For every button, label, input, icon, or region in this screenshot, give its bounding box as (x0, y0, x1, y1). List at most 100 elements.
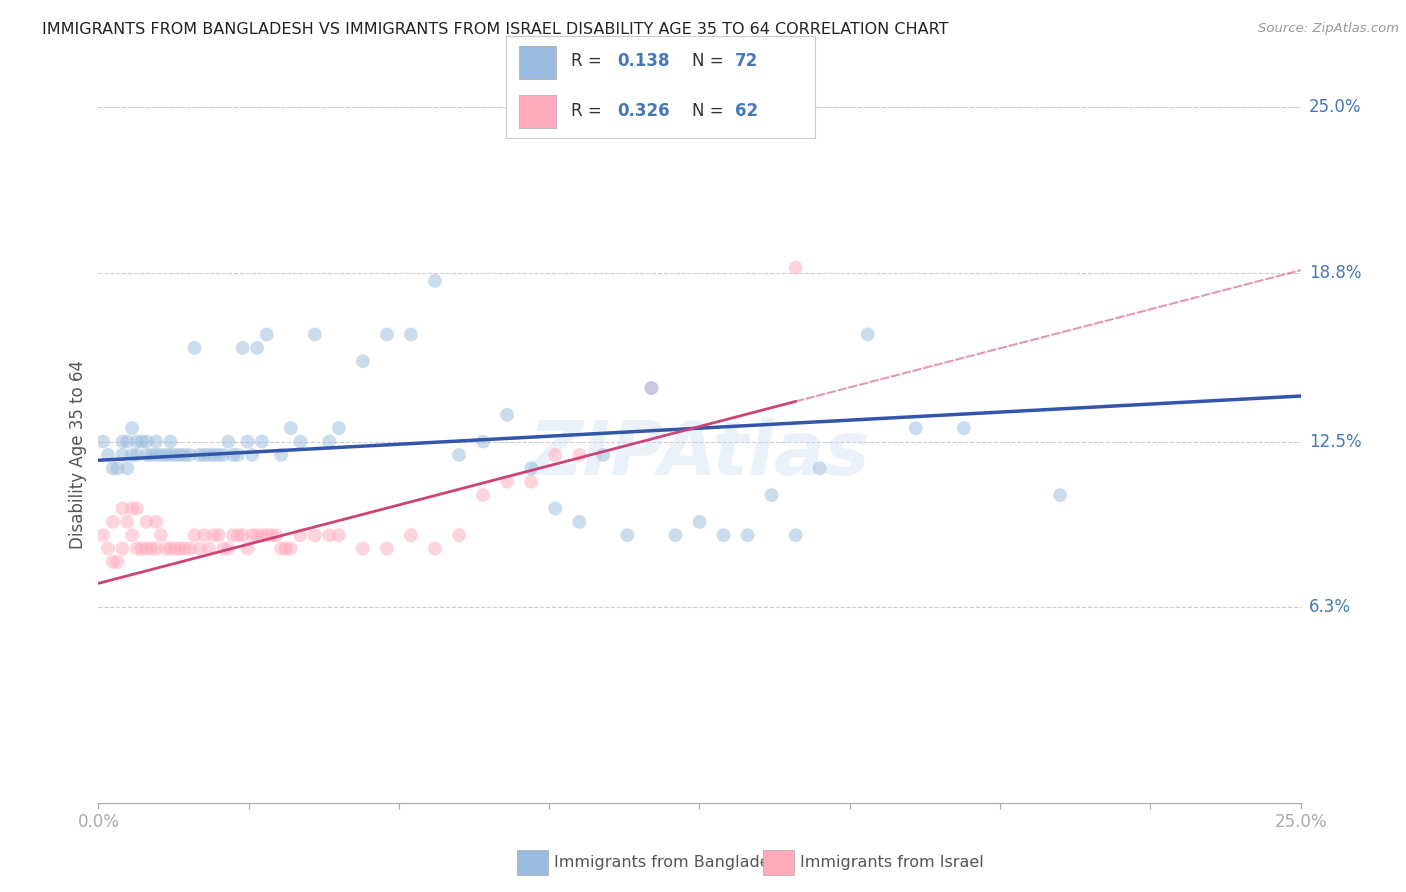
FancyBboxPatch shape (519, 46, 555, 78)
Point (856, 327, 879, 342)
Point (544, 501, 567, 516)
Point (352, 354, 374, 368)
Point (217, 541, 239, 556)
Point (246, 341, 269, 355)
Point (217, 434, 239, 449)
Point (193, 528, 215, 542)
Point (785, 528, 807, 542)
Point (111, 501, 134, 516)
Point (226, 448, 249, 462)
Point (101, 555, 124, 569)
Point (188, 448, 211, 462)
Point (91, 434, 114, 449)
Point (145, 515, 167, 529)
Point (375, 541, 398, 556)
Point (236, 541, 259, 556)
Point (159, 448, 181, 462)
Point (808, 461, 831, 475)
Point (399, 327, 422, 342)
Point (280, 541, 302, 556)
Text: 0.138: 0.138 (617, 53, 671, 70)
Point (246, 528, 269, 542)
Point (107, 461, 129, 475)
Point (640, 381, 662, 395)
Point (232, 341, 254, 355)
Point (304, 327, 326, 342)
Point (785, 260, 807, 275)
Point (179, 541, 201, 556)
Point (135, 541, 157, 556)
Point (131, 434, 153, 449)
Text: N =: N = (692, 53, 728, 70)
Point (222, 448, 245, 462)
Text: Immigrants from Bangladesh: Immigrants from Bangladesh (554, 855, 789, 870)
Point (266, 528, 288, 542)
Point (318, 434, 340, 449)
Point (111, 448, 134, 462)
Point (183, 528, 205, 542)
Point (188, 541, 211, 556)
Y-axis label: Disability Age 35 to 64: Disability Age 35 to 64 (69, 360, 87, 549)
Point (121, 501, 143, 516)
Point (270, 541, 292, 556)
Point (169, 448, 191, 462)
Point (240, 448, 263, 462)
Point (159, 434, 181, 449)
Point (761, 488, 783, 502)
Point (664, 528, 686, 542)
Text: 62: 62 (735, 102, 758, 120)
Point (250, 434, 273, 449)
Point (472, 434, 495, 449)
Point (198, 448, 221, 462)
Point (117, 515, 139, 529)
Text: R =: R = (571, 53, 607, 70)
Text: 25.0%: 25.0% (1309, 98, 1361, 116)
Point (121, 448, 143, 462)
Point (274, 541, 297, 556)
Text: N =: N = (692, 102, 728, 120)
Point (117, 461, 139, 475)
Point (202, 448, 225, 462)
Point (304, 528, 326, 542)
Text: 0.326: 0.326 (617, 102, 671, 120)
Text: Immigrants from Israel: Immigrants from Israel (800, 855, 984, 870)
Point (904, 421, 927, 435)
Point (212, 541, 235, 556)
Point (107, 555, 129, 569)
Point (125, 434, 148, 449)
Point (737, 528, 759, 542)
Point (111, 434, 134, 449)
Text: 6.3%: 6.3% (1309, 599, 1351, 616)
Point (121, 528, 143, 542)
Point (568, 448, 591, 462)
Point (125, 448, 148, 462)
Point (688, 515, 710, 529)
Point (270, 448, 292, 462)
Point (97, 541, 120, 556)
Point (290, 528, 312, 542)
Text: 72: 72 (735, 53, 758, 70)
Point (1049, 488, 1071, 502)
Point (260, 528, 283, 542)
Point (212, 448, 235, 462)
Point (226, 528, 249, 542)
Text: R =: R = (571, 102, 607, 120)
Point (141, 541, 163, 556)
Point (520, 475, 543, 489)
Point (145, 434, 167, 449)
Point (159, 541, 181, 556)
Point (713, 528, 735, 542)
Point (290, 434, 312, 449)
Point (640, 381, 662, 395)
Point (250, 528, 273, 542)
Point (208, 448, 231, 462)
Point (193, 448, 215, 462)
Point (169, 541, 191, 556)
Point (280, 421, 302, 435)
Point (423, 541, 446, 556)
Point (149, 528, 172, 542)
Point (125, 541, 148, 556)
Point (165, 541, 187, 556)
Text: Source: ZipAtlas.com: Source: ZipAtlas.com (1258, 22, 1399, 36)
Point (145, 541, 167, 556)
